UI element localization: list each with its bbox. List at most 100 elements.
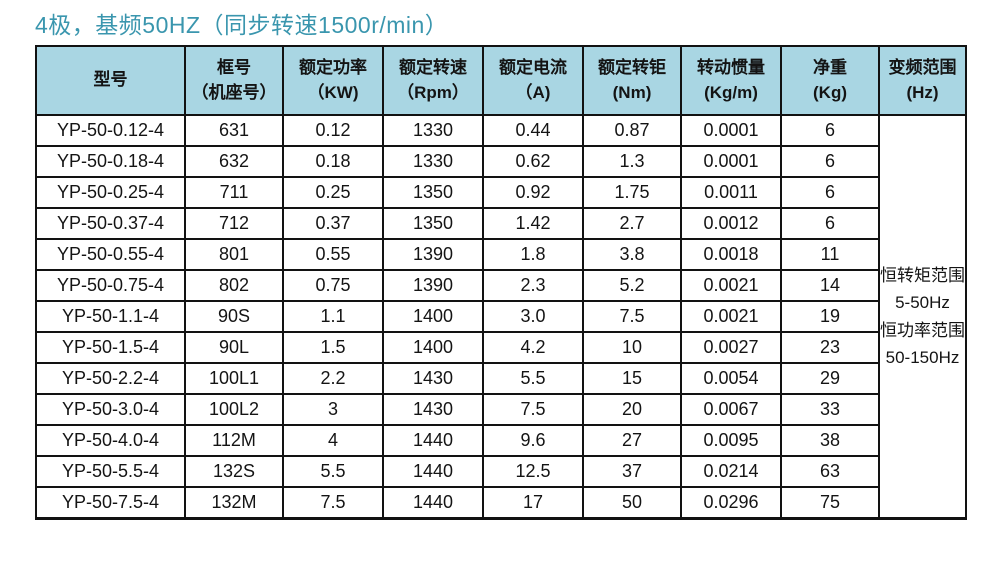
table-cell: 0.18: [282, 145, 384, 178]
table-cell: 0.0001: [680, 114, 782, 147]
table-cell: 15: [582, 362, 682, 395]
table-cell: 3.8: [582, 238, 682, 271]
table-row: YP-50-1.5-4 90L 1.5 1400 4.2 10 0.0027 23: [35, 331, 966, 364]
column-header-line1: 变频范围: [888, 57, 957, 77]
table-cell: YP-50-1.1-4: [35, 300, 186, 333]
page-title: 4极，基频50HZ（同步转速1500r/min）: [35, 12, 449, 38]
table-cell: YP-50-7.5-4: [35, 486, 186, 520]
table-cell: 10: [582, 331, 682, 364]
table-cell: 1400: [382, 331, 484, 364]
column-header: 型号: [35, 45, 186, 116]
table-row: YP-50-0.37-4 712 0.37 1350 1.42 2.7 0.0012 6: [35, 207, 966, 240]
table-cell: 0.12: [282, 114, 384, 147]
table-cell: 3.0: [482, 300, 584, 333]
table-cell: 7.5: [282, 486, 384, 520]
table-cell: 1430: [382, 393, 484, 426]
motor-spec-table: 型号 框号 （机座号） 额定功率 （KW) 额定转速 （Rpm） 额定电流 （A) 额定转钜 (Nm…: [35, 45, 967, 520]
table-cell: YP-50-0.12-4: [35, 114, 186, 147]
table-cell: 23: [780, 331, 880, 364]
column-header: 转动惯量 (Kg/m): [680, 45, 782, 116]
table-row: YP-50-4.0-4 112M 4 1440 9.6 27 0.0095 38: [35, 424, 966, 457]
table-cell: 17: [482, 486, 584, 520]
table-row: YP-50-1.1-4 90S 1.1 1400 3.0 7.5 0.0021 19: [35, 300, 966, 333]
table-cell: 100L1: [184, 362, 284, 395]
table-cell: 0.0054: [680, 362, 782, 395]
table-body: YP-50-0.12-4 631 0.12 1330 0.44 0.87 0.0001 6 恒转…: [35, 114, 967, 520]
table-row: YP-50-0.75-4 802 0.75 1390 2.3 5.2 0.0021 14: [35, 269, 966, 302]
table-cell: 6: [780, 207, 880, 240]
table-cell: YP-50-0.37-4: [35, 207, 186, 240]
header-row: 型号 框号 （机座号） 额定功率 （KW) 额定转速 （Rpm） 额定电流 （A) 额定转钜 (Nm…: [35, 45, 967, 116]
table-cell: 0.0011: [680, 176, 782, 209]
table-cell: 90S: [184, 300, 284, 333]
column-header: 额定转钜 (Nm): [582, 45, 682, 116]
table-cell: 1430: [382, 362, 484, 395]
column-header-line2: （KW): [307, 82, 359, 102]
table-cell: 1.3: [582, 145, 682, 178]
table-cell: 1440: [382, 424, 484, 457]
table-cell: 1400: [382, 300, 484, 333]
column-header-line1: 额定转速: [399, 57, 467, 77]
table-cell: 2.2: [282, 362, 384, 395]
table-cell: 75: [780, 486, 880, 520]
table-cell: YP-50-3.0-4: [35, 393, 186, 426]
table-cell: YP-50-4.0-4: [35, 424, 186, 457]
table-cell: 0.0012: [680, 207, 782, 240]
table-cell: 1330: [382, 145, 484, 178]
table-cell: 1390: [382, 238, 484, 271]
column-header-line1: 额定转钜: [598, 57, 666, 77]
table-cell: 0.0021: [680, 269, 782, 302]
table-cell: 0.55: [282, 238, 384, 271]
table-cell: 1.8: [482, 238, 584, 271]
table-cell: 0.0021: [680, 300, 782, 333]
column-header-line2: （机座号）: [191, 82, 277, 102]
table-cell: 4.2: [482, 331, 584, 364]
table-row: YP-50-0.12-4 631 0.12 1330 0.44 0.87 0.0001 6 恒转…: [35, 114, 967, 520]
table-cell: 711: [184, 176, 284, 209]
table-cell: 0.0067: [680, 393, 782, 426]
table-cell: 1440: [382, 486, 484, 520]
table-cell: 1350: [382, 207, 484, 240]
table-cell: 1.1: [282, 300, 384, 333]
table-cell: YP-50-0.18-4: [35, 145, 186, 178]
table-cell: 0.37: [282, 207, 384, 240]
table-cell: 9.6: [482, 424, 584, 457]
table-cell: 712: [184, 207, 284, 240]
table-cell: 132M: [184, 486, 284, 520]
column-header-line2: (Kg/m): [704, 82, 758, 102]
table-cell: 631: [184, 114, 284, 147]
table-row: YP-50-2.2-4 100L1 2.2 1430 5.5 15 0.0054 29: [35, 362, 966, 395]
table-cell: 0.0027: [680, 331, 782, 364]
table-cell: YP-50-2.2-4: [35, 362, 186, 395]
table-cell: 4: [282, 424, 384, 457]
table-cell: 12.5: [482, 455, 584, 488]
table-cell: 5.5: [482, 362, 584, 395]
table-cell: 0.0296: [680, 486, 782, 520]
frequency-range-note: 恒转矩范围 5-50Hz 恒功率范围 50-150Hz: [878, 114, 967, 520]
table-cell: 6: [780, 114, 880, 147]
column-header: 净重 (Kg): [780, 45, 880, 116]
table-cell: 132S: [184, 455, 284, 488]
column-header-line1: 额定电流: [499, 57, 567, 77]
table-cell: 90L: [184, 331, 284, 364]
table-cell: 100L2: [184, 393, 284, 426]
table-cell: 1.42: [482, 207, 584, 240]
table-cell: 2.3: [482, 269, 584, 302]
table-row: YP-50-0.25-4 711 0.25 1350 0.92 1.75 0.0011 6: [35, 176, 966, 209]
table-cell: 1.75: [582, 176, 682, 209]
table-cell: YP-50-0.75-4: [35, 269, 186, 302]
table-cell: 63: [780, 455, 880, 488]
column-header-line1: 框号: [217, 57, 251, 77]
table-cell: 1350: [382, 176, 484, 209]
table-cell: 0.87: [582, 114, 682, 147]
table-cell: 0.0214: [680, 455, 782, 488]
table-cell: 0.44: [482, 114, 584, 147]
column-header-line2: （A): [515, 82, 551, 102]
table-header: 型号 框号 （机座号） 额定功率 （KW) 额定转速 （Rpm） 额定电流 （A) 额定转钜 (Nm…: [35, 45, 967, 116]
table-row: YP-50-0.18-4 632 0.18 1330 0.62 1.3 0.0001 6: [35, 145, 966, 178]
table-cell: 29: [780, 362, 880, 395]
table-cell: 33: [780, 393, 880, 426]
table-cell: 1390: [382, 269, 484, 302]
column-header-line1: 型号: [93, 70, 128, 90]
